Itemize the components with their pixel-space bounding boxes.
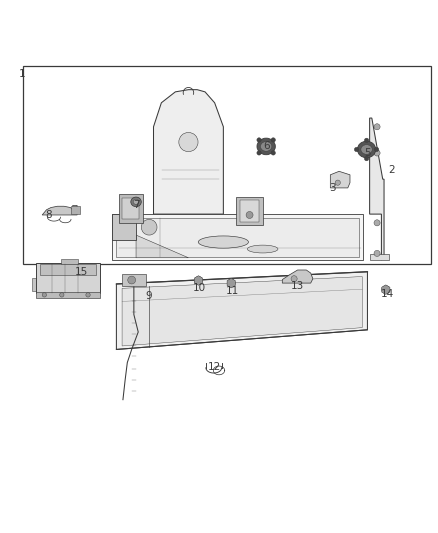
- Polygon shape: [370, 118, 384, 260]
- Bar: [40, 264, 96, 275]
- Bar: [112, 214, 136, 240]
- Text: 6: 6: [264, 141, 270, 151]
- Circle shape: [374, 251, 380, 256]
- Text: 8: 8: [46, 210, 52, 220]
- Bar: [122, 274, 146, 286]
- Polygon shape: [112, 214, 363, 260]
- Ellipse shape: [227, 279, 235, 287]
- Text: 14: 14: [381, 288, 394, 298]
- Circle shape: [374, 147, 379, 152]
- Circle shape: [354, 147, 359, 152]
- Bar: [32, 278, 39, 290]
- Polygon shape: [330, 171, 350, 188]
- Circle shape: [141, 220, 157, 235]
- Text: 15: 15: [75, 266, 88, 277]
- Text: 5: 5: [364, 148, 371, 158]
- Polygon shape: [122, 277, 362, 346]
- Text: 3: 3: [329, 183, 336, 193]
- Polygon shape: [117, 219, 359, 257]
- Circle shape: [374, 124, 380, 130]
- Polygon shape: [136, 235, 188, 258]
- Circle shape: [291, 276, 297, 282]
- Circle shape: [246, 212, 253, 219]
- Circle shape: [335, 180, 340, 185]
- Ellipse shape: [361, 144, 372, 154]
- Bar: [237, 197, 263, 225]
- Ellipse shape: [382, 286, 390, 294]
- Circle shape: [60, 293, 64, 297]
- Circle shape: [257, 138, 261, 142]
- Text: 13: 13: [291, 281, 304, 291]
- Bar: [61, 259, 78, 264]
- Circle shape: [86, 293, 90, 297]
- Polygon shape: [42, 205, 77, 215]
- Ellipse shape: [257, 138, 276, 155]
- Text: 10: 10: [193, 284, 206, 293]
- Text: 9: 9: [146, 291, 152, 301]
- Bar: [122, 198, 139, 220]
- Ellipse shape: [247, 245, 278, 253]
- Ellipse shape: [194, 277, 202, 285]
- Circle shape: [271, 151, 276, 155]
- Bar: [36, 263, 100, 293]
- Text: 11: 11: [226, 286, 239, 296]
- Bar: [119, 195, 143, 223]
- Circle shape: [374, 220, 380, 226]
- Ellipse shape: [261, 142, 272, 151]
- Polygon shape: [370, 254, 389, 260]
- Polygon shape: [283, 270, 313, 283]
- Circle shape: [42, 293, 46, 297]
- Circle shape: [271, 138, 276, 142]
- Text: 12: 12: [208, 362, 221, 372]
- Polygon shape: [153, 90, 223, 214]
- Circle shape: [364, 138, 369, 142]
- Circle shape: [179, 133, 198, 152]
- Circle shape: [128, 276, 136, 284]
- Ellipse shape: [131, 197, 141, 207]
- Bar: [36, 292, 100, 298]
- Polygon shape: [117, 272, 367, 350]
- Ellipse shape: [133, 199, 139, 204]
- Circle shape: [257, 151, 261, 155]
- Bar: [71, 206, 80, 214]
- Bar: [240, 200, 259, 222]
- Bar: [22, 66, 431, 264]
- Text: 1: 1: [18, 69, 25, 78]
- Text: 2: 2: [388, 165, 395, 175]
- Text: 7: 7: [133, 200, 139, 211]
- Ellipse shape: [357, 141, 376, 158]
- Circle shape: [374, 150, 380, 156]
- Circle shape: [364, 157, 369, 161]
- Ellipse shape: [198, 236, 248, 248]
